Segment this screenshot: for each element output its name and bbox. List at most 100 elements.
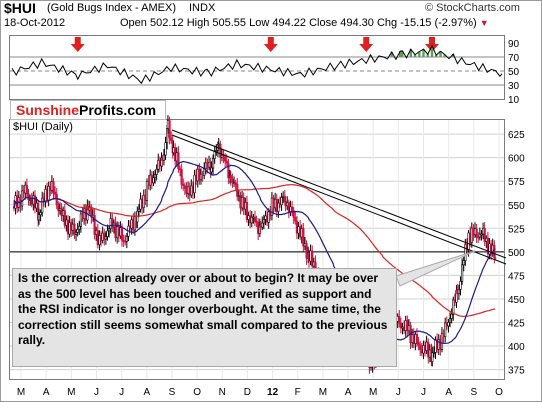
price-xtick-label: M <box>369 387 377 398</box>
price-ytick-label: 500 <box>508 248 525 259</box>
rsi-ytick-labels: 90 70 50 30 10 <box>508 39 520 106</box>
price-ytick-label: 375 <box>508 366 525 377</box>
candle-body <box>464 244 467 261</box>
candle-body <box>111 218 114 228</box>
close-label: Close <box>309 17 338 29</box>
candle-body <box>457 289 460 295</box>
candle-body <box>280 197 283 206</box>
sunshine-profits-logo: SunshineProfits.com <box>10 100 166 120</box>
price-xtick-label: M <box>319 387 327 398</box>
price-ytick-label: 475 <box>508 271 525 282</box>
candle-body <box>33 195 37 209</box>
close-value: 494.30 <box>340 17 374 29</box>
price-xtick-label: M <box>67 387 75 398</box>
candle-body <box>25 184 28 195</box>
candle-body <box>211 158 215 169</box>
source-label: © StockCharts.com <box>425 2 520 14</box>
price-ytick-label: 425 <box>508 318 525 329</box>
candle-body <box>447 322 450 327</box>
rsi-arrow-markers <box>70 37 439 52</box>
candle-body <box>52 181 55 193</box>
candle-body <box>478 233 481 238</box>
rsi-ytick-label: 10 <box>508 95 520 106</box>
candle-body <box>234 182 237 185</box>
candle-body <box>39 212 42 216</box>
rsi-ytick-label: 90 <box>508 39 520 50</box>
candle-body <box>494 257 497 259</box>
candle-body <box>427 341 430 358</box>
candle-body <box>210 167 213 173</box>
candle-body <box>199 173 203 181</box>
symbol-label: $HUI <box>4 0 36 16</box>
candle-body <box>219 143 222 158</box>
rsi-line <box>11 44 503 85</box>
price-xtick-label: S <box>471 387 478 398</box>
candle-body <box>76 229 79 233</box>
candle-body <box>432 352 436 354</box>
candle-body <box>475 228 478 238</box>
price-ytick-label: 575 <box>508 177 525 188</box>
candle-body <box>470 227 473 243</box>
price-xtick-label: A <box>43 387 50 398</box>
candle-body <box>162 154 166 161</box>
candle-body <box>120 227 124 241</box>
candle-body <box>125 236 128 242</box>
candle-body <box>142 194 145 208</box>
high-label: High <box>186 17 210 29</box>
candle-body <box>54 191 57 195</box>
candle-body <box>145 181 149 201</box>
candle-body <box>417 342 420 346</box>
candle-body <box>459 281 462 290</box>
candle-body <box>63 210 66 226</box>
candle-body <box>178 168 182 171</box>
price-panel-label: $HUI (Daily) <box>13 121 73 133</box>
price-xtick-label: M <box>17 387 25 398</box>
price-ytick-label: 400 <box>508 342 525 353</box>
candle-body <box>225 160 228 164</box>
price-ytick-label: 550 <box>508 201 525 212</box>
price-xtick-label: F <box>295 387 301 398</box>
candle-body <box>155 168 158 175</box>
candle-body <box>224 157 227 162</box>
candle-body <box>215 150 218 152</box>
candle-body <box>106 230 109 237</box>
candle-body <box>153 174 157 178</box>
candle-body <box>74 232 78 235</box>
candle-body <box>137 208 141 212</box>
candle-body <box>108 228 111 232</box>
candle-body <box>292 210 295 218</box>
candle-body <box>262 219 265 224</box>
candle-body <box>450 313 453 319</box>
candle-body <box>122 239 125 242</box>
candle-body <box>37 214 41 221</box>
price-xtick-label: J <box>119 387 124 398</box>
price-xtick-labels: M A M J J A S O N D 12 F M A M J J A S O <box>17 387 503 398</box>
candle-body <box>213 151 216 159</box>
candle-body <box>311 250 314 267</box>
candle-body <box>305 243 308 259</box>
candle-body <box>231 178 234 184</box>
ohlc-readout: Open 502.12 High 505.55 Low 494.22 Close… <box>120 17 489 29</box>
candle-body <box>250 216 253 224</box>
price-ytick-label: 525 <box>508 224 525 235</box>
candle-body <box>168 120 171 139</box>
candle-body <box>152 177 155 184</box>
down-triangle-icon: ▼ <box>479 18 489 28</box>
candle-body <box>182 184 185 187</box>
candle-body <box>229 174 232 180</box>
candle-body <box>440 333 444 350</box>
red-arrow-shaft <box>267 37 274 44</box>
red-arrow-icon <box>359 44 374 52</box>
candle-body <box>415 334 419 343</box>
price-xtick-label: N <box>219 387 226 398</box>
price-xtick-label: A <box>345 387 352 398</box>
low-label: Low <box>249 17 270 29</box>
candle-body <box>103 232 106 240</box>
candle-body <box>261 222 264 228</box>
chg-value: -15.15 (-2.97%) <box>400 17 477 29</box>
annotation-pointer <box>395 250 476 287</box>
candle-body <box>180 169 183 185</box>
price-ytick-label: 600 <box>508 154 525 165</box>
candle-body <box>41 197 44 213</box>
